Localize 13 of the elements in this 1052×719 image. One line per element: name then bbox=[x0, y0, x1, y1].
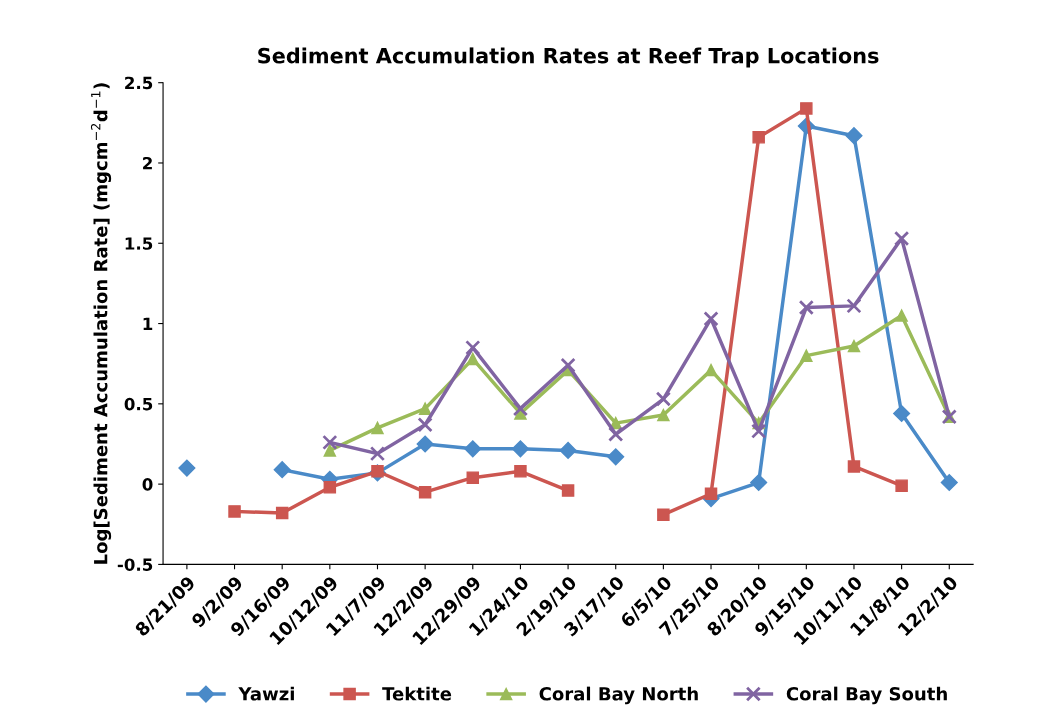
y-tick-label: 1.5 bbox=[125, 237, 153, 250]
chart-title: Sediment Accumulation Rates at Reef Trap Locations bbox=[258, 47, 879, 68]
y-tick-label: 1 bbox=[143, 317, 153, 330]
legend-label: Coral Bay North bbox=[539, 686, 698, 705]
y-tick-label: 2 bbox=[143, 156, 152, 170]
y-tick-label: 0 bbox=[142, 478, 153, 491]
y-axis-title: Log[Sediment Accumulation Rate] (mgcm$^{−2}$d$^{−1}$) bbox=[90, 83, 112, 564]
legend-label: Yawzi bbox=[238, 686, 294, 701]
y-tick-label: 2.5 bbox=[125, 76, 153, 90]
y-tick-label: 0.5 bbox=[124, 397, 153, 411]
legend-label: Coral Bay South bbox=[786, 686, 947, 705]
y-tick-label: -0.5 bbox=[117, 558, 153, 571]
legend-label: Tektite bbox=[382, 686, 452, 701]
